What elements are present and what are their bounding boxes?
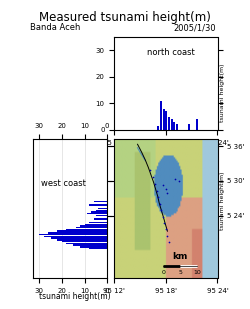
Point: [173, 176, 177, 181]
Point: [158, 201, 162, 206]
Point: [148, 168, 152, 173]
Bar: [160, 101, 162, 130]
Text: km: km: [172, 252, 188, 261]
Point: [159, 208, 163, 213]
Point: [177, 178, 181, 183]
Bar: [170, 119, 172, 130]
Bar: [188, 125, 190, 130]
Bar: [58, 239, 107, 240]
Point: [166, 190, 170, 195]
Text: tsunami height(m): tsunami height(m): [220, 171, 225, 230]
Bar: [44, 236, 107, 237]
Text: 5: 5: [178, 270, 182, 275]
Bar: [89, 248, 107, 249]
Bar: [80, 225, 107, 226]
Point: [150, 175, 154, 180]
Point: [164, 187, 168, 192]
Bar: [48, 232, 107, 234]
Bar: [76, 227, 107, 228]
Bar: [80, 246, 107, 248]
Text: Banda Aceh: Banda Aceh: [30, 23, 80, 32]
Bar: [196, 119, 198, 130]
Text: west coast: west coast: [42, 179, 86, 188]
Text: Measured tsunami height(m): Measured tsunami height(m): [39, 11, 211, 24]
Text: tsunami height(m): tsunami height(m): [39, 292, 111, 301]
Bar: [89, 222, 107, 223]
Text: tsunami height(m): tsunami height(m): [220, 63, 225, 122]
Point: [155, 189, 159, 194]
Text: 10: 10: [193, 270, 201, 275]
Text: 0: 0: [162, 270, 165, 275]
Bar: [168, 116, 170, 130]
Bar: [98, 208, 107, 209]
Bar: [94, 201, 107, 202]
Bar: [66, 229, 107, 230]
Bar: [157, 126, 159, 130]
Bar: [91, 211, 107, 213]
Point: [164, 227, 168, 232]
Bar: [96, 210, 107, 211]
Bar: [62, 241, 107, 242]
Bar: [39, 234, 107, 235]
Point: [156, 195, 160, 200]
Bar: [94, 218, 107, 220]
Point: [167, 239, 171, 244]
Point: [162, 221, 166, 226]
Bar: [173, 122, 175, 130]
Bar: [176, 125, 178, 130]
Bar: [66, 243, 107, 244]
Text: north coast: north coast: [147, 48, 195, 57]
Bar: [163, 108, 165, 130]
Bar: [166, 111, 168, 130]
Point: [161, 214, 165, 219]
Bar: [84, 223, 107, 225]
Point: [152, 182, 156, 187]
Point: [161, 182, 165, 187]
Bar: [96, 215, 107, 216]
Text: 2005/1/30: 2005/1/30: [174, 23, 216, 32]
Point: [166, 233, 170, 238]
Bar: [58, 231, 107, 232]
Bar: [73, 244, 107, 246]
Bar: [50, 237, 107, 239]
Bar: [87, 213, 107, 214]
Bar: [89, 205, 107, 206]
